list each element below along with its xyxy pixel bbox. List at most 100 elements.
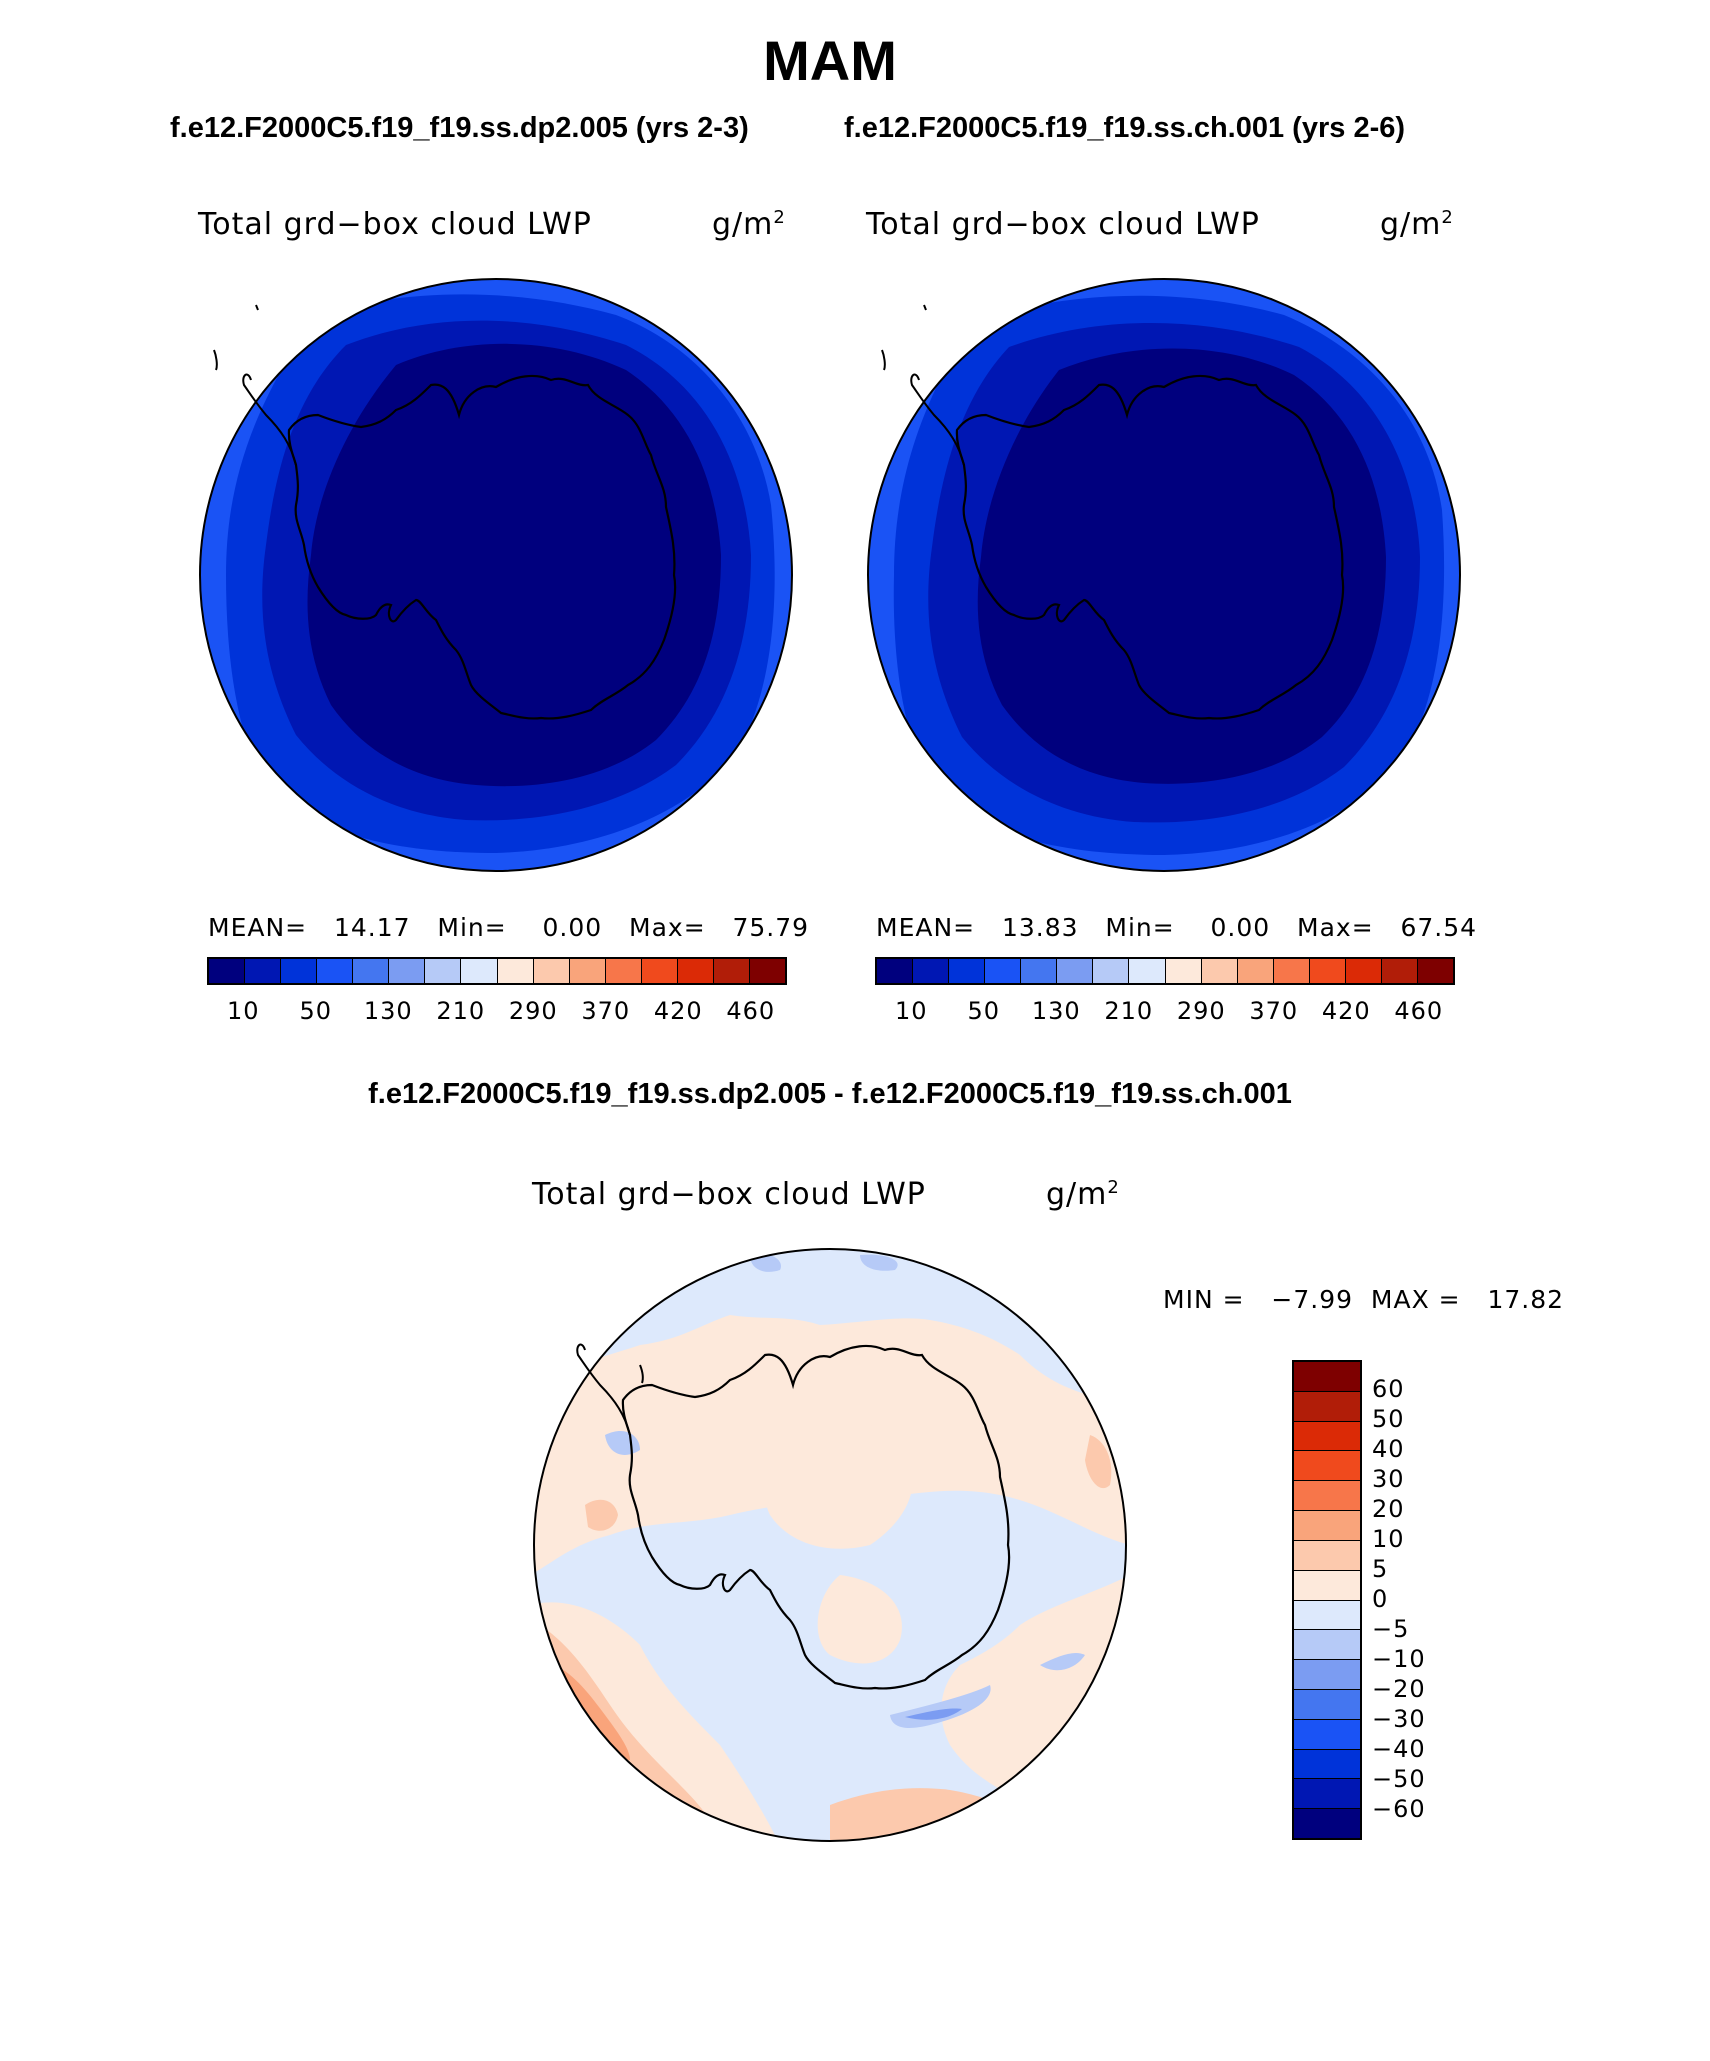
panel2-max: 67.54 — [1400, 913, 1478, 942]
panel1-unit: g/m2 — [712, 207, 786, 242]
colorbar-tick-label: 210 — [436, 997, 486, 1025]
colorbar-swatch — [1294, 1391, 1360, 1422]
diff-panel-unit: g/m2 — [1046, 1177, 1120, 1212]
contour-fill-band — [977, 348, 1386, 784]
colorbar-swatch — [497, 959, 534, 983]
colorbar-swatch — [1381, 959, 1418, 983]
colorbar-tick-label: 10 — [894, 997, 928, 1025]
colorbar-tick-label: 60 — [1372, 1375, 1405, 1403]
colorbar-tick-label: 10 — [226, 997, 260, 1025]
panel1-mean: 14.17 — [333, 913, 411, 942]
colorbar-swatch — [1294, 1600, 1360, 1631]
colorbar-tick-label: 50 — [299, 997, 333, 1025]
panel2-mean: 13.83 — [1001, 913, 1079, 942]
colorbar-swatch — [985, 959, 1022, 983]
colorbar-tick-label: 370 — [1249, 997, 1299, 1025]
diff-panel-title: Total grd−box cloud LWP — [532, 1177, 926, 1212]
panel2-colorbar-labels: 10 50 130 210 290 370 420 460 — [875, 997, 1455, 1027]
diff-minmax: MIN = −7.99 MAX = 17.82 — [1163, 1285, 1565, 1314]
colorbar-swatch — [245, 959, 282, 983]
panel2-colorbar — [875, 957, 1455, 985]
panel2-stats: MEAN= 13.83 Min= 0.00 Max= 67.54 — [876, 913, 1478, 942]
colorbar-tick-label: 5 — [1372, 1555, 1389, 1583]
diff-polar-map — [533, 1248, 1127, 1842]
contour-fill-band — [765, 1422, 913, 1549]
south-america-tip — [881, 304, 927, 371]
contour-fill-band — [1040, 1653, 1085, 1671]
colorbar-swatch — [1294, 1660, 1360, 1690]
colorbar-swatch — [281, 959, 318, 983]
colorbar-swatch — [1294, 1540, 1360, 1571]
panel1-stats: MEAN= 14.17 Min= 0.00 Max= 75.79 — [208, 913, 810, 942]
antarctic-peninsula — [242, 373, 297, 466]
colorbar-tick-label: 290 — [1176, 997, 1226, 1025]
panel2-polar-map — [867, 278, 1461, 872]
colorbar-swatch — [533, 959, 570, 983]
map-boundary — [867, 278, 1461, 872]
colorbar-swatch — [1294, 1689, 1360, 1720]
colorbar-tick-label: −60 — [1372, 1795, 1426, 1823]
south-america-tip — [639, 1364, 644, 1384]
colorbar-swatch — [569, 959, 606, 983]
colorbar-swatch — [1057, 959, 1094, 983]
colorbar-swatch — [389, 959, 426, 983]
colorbar-tick-label: 420 — [653, 997, 703, 1025]
colorbar-swatch — [425, 959, 462, 983]
colorbar-tick-label: 210 — [1104, 997, 1154, 1025]
colorbar-swatch — [1345, 959, 1382, 983]
panel2-title: Total grd−box cloud LWP — [866, 207, 1260, 242]
colorbar-swatch — [1273, 959, 1310, 983]
antarctic-peninsula — [576, 1343, 631, 1436]
colorbar-swatch — [1129, 959, 1166, 983]
colorbar-swatch — [1021, 959, 1058, 983]
colorbar-swatch — [317, 959, 354, 983]
colorbar-swatch — [1294, 1749, 1360, 1780]
panel2-unit: g/m2 — [1380, 207, 1454, 242]
colorbar-tick-label: −40 — [1372, 1735, 1426, 1763]
colorbar-swatch — [1294, 1630, 1360, 1661]
panel1-title: Total grd−box cloud LWP — [198, 207, 592, 242]
contour-fill-band — [585, 1499, 618, 1531]
colorbar-tick-label: −50 — [1372, 1765, 1426, 1793]
map-boundary — [199, 278, 793, 872]
diff-max: 17.82 — [1487, 1285, 1565, 1314]
colorbar-tick-label: −5 — [1372, 1615, 1410, 1643]
contour-fill-band — [860, 1254, 898, 1271]
colorbar-swatch — [1093, 959, 1130, 983]
colorbar-tick-label: 460 — [726, 997, 776, 1025]
colorbar-tick-label: 10 — [1372, 1525, 1405, 1553]
colorbar-swatch — [1294, 1421, 1360, 1452]
panel2-min: 0.00 — [1210, 913, 1271, 942]
main-title: MAM — [763, 29, 897, 92]
panel1-min: 0.00 — [542, 913, 603, 942]
colorbar-swatch — [1294, 1809, 1360, 1838]
panel1-colorbar-labels: 10 50 130 210 290 370 420 460 — [207, 997, 787, 1027]
colorbar-swatch — [713, 959, 750, 983]
colorbar-tick-label: 20 — [1372, 1495, 1405, 1523]
case-right-title: f.e12.F2000C5.f19_f19.ss.ch.001 (yrs 2-6… — [844, 112, 1406, 144]
colorbar-swatch — [1417, 959, 1453, 983]
colorbar-tick-label: 370 — [581, 997, 631, 1025]
colorbar-tick-label: −30 — [1372, 1705, 1426, 1733]
colorbar-tick-label: 420 — [1321, 997, 1371, 1025]
colorbar-swatch — [1294, 1481, 1360, 1512]
colorbar-tick-label: 130 — [363, 997, 413, 1025]
colorbar-tick-label: 50 — [967, 997, 1001, 1025]
map-boundary — [533, 1248, 1127, 1842]
antarctica-coastline — [287, 374, 677, 720]
colorbar-swatch — [353, 959, 390, 983]
colorbar-swatch — [1294, 1451, 1360, 1482]
colorbar-tick-label: 290 — [508, 997, 558, 1025]
colorbar-swatch — [461, 959, 498, 983]
contour-fill-band — [817, 1575, 902, 1664]
colorbar-swatch — [913, 959, 950, 983]
colorbar-swatch — [677, 959, 714, 983]
colorbar-swatch — [1201, 959, 1238, 983]
diff-colorbar — [1292, 1360, 1362, 1840]
colorbar-swatch — [209, 959, 246, 983]
panel1-colorbar — [207, 957, 787, 985]
south-america-tip — [213, 304, 259, 371]
colorbar-swatch — [1294, 1719, 1360, 1750]
colorbar-tick-label: 460 — [1394, 997, 1444, 1025]
difference-title: f.e12.F2000C5.f19_f19.ss.dp2.005 - f.e12… — [368, 1078, 1292, 1110]
